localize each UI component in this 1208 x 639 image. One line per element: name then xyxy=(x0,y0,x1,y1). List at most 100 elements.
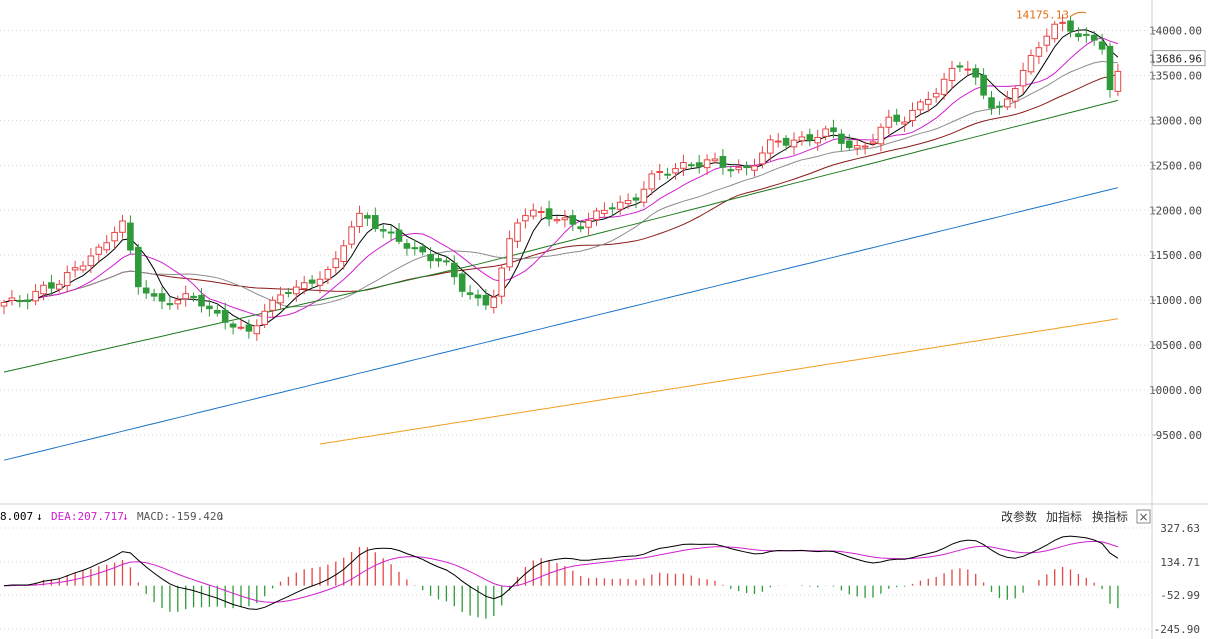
candle xyxy=(751,158,758,177)
candle-body xyxy=(1043,35,1051,46)
candle xyxy=(656,164,664,181)
candle xyxy=(150,288,158,302)
candle xyxy=(1106,42,1114,98)
macd-grid xyxy=(0,527,1150,630)
candle-body xyxy=(443,260,450,263)
candle xyxy=(988,90,995,115)
candle xyxy=(1090,30,1098,46)
candle-body xyxy=(490,296,498,309)
current-price-box xyxy=(1152,50,1206,67)
candle-body xyxy=(877,126,885,145)
candle xyxy=(624,193,632,209)
ma250-line xyxy=(319,318,1118,445)
candle-body xyxy=(972,68,980,78)
candle-body xyxy=(846,140,853,149)
candle-body xyxy=(87,255,95,267)
close-indicator-button[interactable]: × xyxy=(1136,509,1151,524)
candle xyxy=(372,207,379,232)
price-tick-label: 11000.00 xyxy=(1149,294,1202,307)
max-price-label: 14175.13 xyxy=(1016,9,1069,22)
dea-line xyxy=(3,540,1119,603)
candle xyxy=(293,279,300,302)
close-button-frame[interactable] xyxy=(1136,509,1151,524)
candle-body xyxy=(253,325,261,335)
macd-tick-label: -245.90 xyxy=(1154,623,1200,636)
candle xyxy=(16,295,24,308)
candle xyxy=(948,60,956,89)
candle xyxy=(767,134,774,162)
macd-tick-label: -52.99 xyxy=(1160,589,1200,602)
candle-body xyxy=(451,262,458,278)
candle xyxy=(1035,41,1043,64)
candle xyxy=(190,292,197,302)
close-icon[interactable]: × xyxy=(1138,510,1148,524)
candle xyxy=(759,146,766,169)
candle-body xyxy=(1027,54,1035,73)
candle-body xyxy=(767,139,774,154)
candle-body xyxy=(893,114,901,122)
candle xyxy=(1075,26,1082,42)
candle xyxy=(285,288,292,298)
candle-body xyxy=(822,128,829,137)
candle xyxy=(1059,14,1066,32)
candle xyxy=(790,132,798,155)
candle xyxy=(593,207,600,226)
candle xyxy=(774,133,782,148)
candle-body xyxy=(948,67,956,81)
candle-body xyxy=(63,272,71,286)
candle-body xyxy=(316,278,324,286)
candle-body xyxy=(711,158,719,162)
candle xyxy=(822,125,829,141)
change-params-button[interactable]: 改参数 xyxy=(1001,509,1037,524)
candle xyxy=(885,109,893,135)
candle xyxy=(435,252,442,268)
candle xyxy=(111,226,118,249)
candle-body xyxy=(506,238,513,268)
candle xyxy=(103,235,111,254)
candle-body xyxy=(300,282,308,290)
candle xyxy=(221,302,229,330)
candle-body xyxy=(561,217,569,221)
candle xyxy=(719,149,727,175)
candle xyxy=(24,293,31,310)
candle-body xyxy=(695,162,703,167)
dif-arrow: ↓ xyxy=(36,510,43,523)
candle xyxy=(316,271,324,294)
candle-body xyxy=(901,121,908,125)
candle-body xyxy=(24,299,31,302)
candle-body xyxy=(656,171,664,174)
candle xyxy=(553,216,561,224)
candle-body xyxy=(40,284,47,295)
ma60-line xyxy=(3,99,1119,373)
candle xyxy=(601,202,608,218)
candle-body xyxy=(379,229,387,232)
candle xyxy=(711,152,719,164)
candle xyxy=(846,134,853,151)
swap-indicator-button[interactable]: 换指标 xyxy=(1092,509,1128,524)
candle xyxy=(474,289,482,306)
candle-body xyxy=(1075,33,1082,38)
candle xyxy=(1098,33,1106,55)
candle xyxy=(569,209,577,232)
add-indicator-button[interactable]: 加指标 xyxy=(1046,509,1082,524)
candle-body xyxy=(790,139,798,148)
candle-body xyxy=(261,310,268,325)
candle xyxy=(1004,91,1011,111)
candle xyxy=(853,138,861,156)
price-tick-label: 10000.00 xyxy=(1149,384,1202,397)
candle xyxy=(1067,16,1074,38)
candle-body xyxy=(395,229,403,242)
candle-body xyxy=(806,134,814,141)
candle-body xyxy=(95,246,103,255)
candle xyxy=(632,193,640,209)
candle-body xyxy=(119,220,126,233)
macd-histogram xyxy=(19,546,1119,619)
candle xyxy=(956,61,964,72)
candle-body xyxy=(537,211,545,214)
max-price-arrow xyxy=(1069,11,1087,18)
candle xyxy=(253,319,261,341)
candle xyxy=(980,68,987,100)
candle-body xyxy=(956,65,964,68)
price-tick-label: 13500.00 xyxy=(1149,69,1202,82)
